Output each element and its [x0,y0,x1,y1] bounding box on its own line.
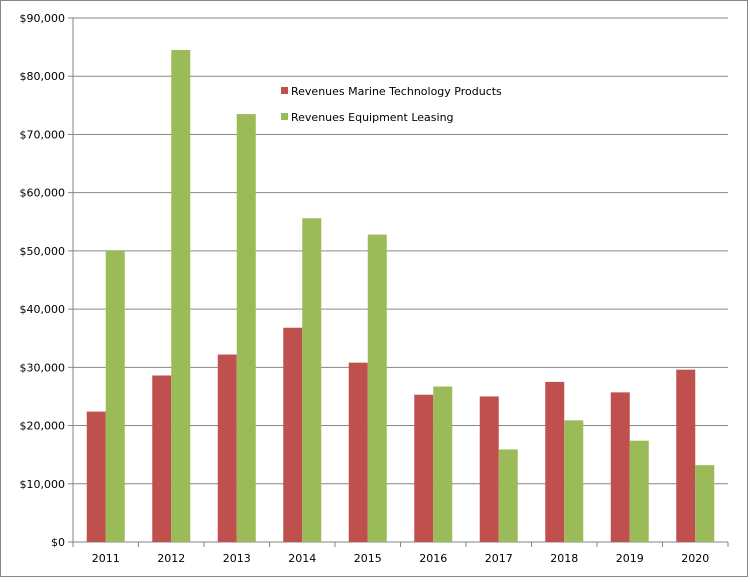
bar-marine-2013 [217,354,237,542]
y-tick-label: $60,000 [20,187,66,200]
y-tick-label: $40,000 [20,303,66,316]
bar-marine-2020 [676,369,696,542]
y-tick-label: $90,000 [20,12,66,25]
y-tick-label: $20,000 [20,420,66,433]
x-tick-label: 2012 [157,552,185,565]
legend-swatch-marine [281,87,288,94]
bar-marine-2012 [152,375,172,542]
bar-leasing-2013 [236,114,256,543]
x-tick-label: 2020 [681,552,709,565]
bar-marine-2018 [545,381,565,542]
y-tick-label: $50,000 [20,245,66,258]
bar-leasing-2014 [302,218,322,543]
y-tick-label: $70,000 [20,128,66,141]
y-tick-label: $30,000 [20,361,66,374]
x-tick-label: 2015 [354,552,382,565]
bar-marine-2016 [414,394,434,542]
x-tick-label: 2014 [288,552,316,565]
y-tick-label: $80,000 [20,70,66,83]
legend-swatch-leasing [281,113,288,120]
x-tick-labels: 2011 2012 2013 2014 2015 2016 2017 2018 2019 2020 [92,552,710,565]
bar-leasing-2020 [695,465,715,542]
bar-leasing-2015 [367,234,387,542]
legend-label-marine: Revenues Marine Technology Products [291,85,502,98]
x-tick-label: 2011 [92,552,120,565]
bar-leasing-2016 [433,386,453,542]
bar-leasing-2017 [498,449,518,542]
bar-marine-2011 [86,411,106,542]
bars [86,50,715,543]
bar-leasing-2019 [629,440,649,542]
x-tick-label: 2019 [616,552,644,565]
bar-leasing-2018 [564,420,584,542]
legend: Revenues Marine Technology Products Reve… [281,85,502,124]
y-tick-label: $0 [51,536,65,549]
bar-leasing-2012 [171,50,191,543]
y-tick-labels: $0 $10,000 $20,000 $30,000 $40,000 $50,000 $60… [20,12,66,549]
x-tick-label: 2018 [550,552,578,565]
x-tick-label: 2013 [223,552,251,565]
legend-label-leasing: Revenues Equipment Leasing [291,111,454,124]
bar-marine-2015 [348,362,368,542]
bar-marine-2019 [610,392,630,542]
x-tick-label: 2016 [419,552,447,565]
bar-leasing-2011 [105,250,125,542]
x-tick-label: 2017 [485,552,513,565]
y-tick-label: $10,000 [20,478,66,491]
bar-marine-2014 [283,327,303,542]
bar-marine-2017 [479,396,499,542]
